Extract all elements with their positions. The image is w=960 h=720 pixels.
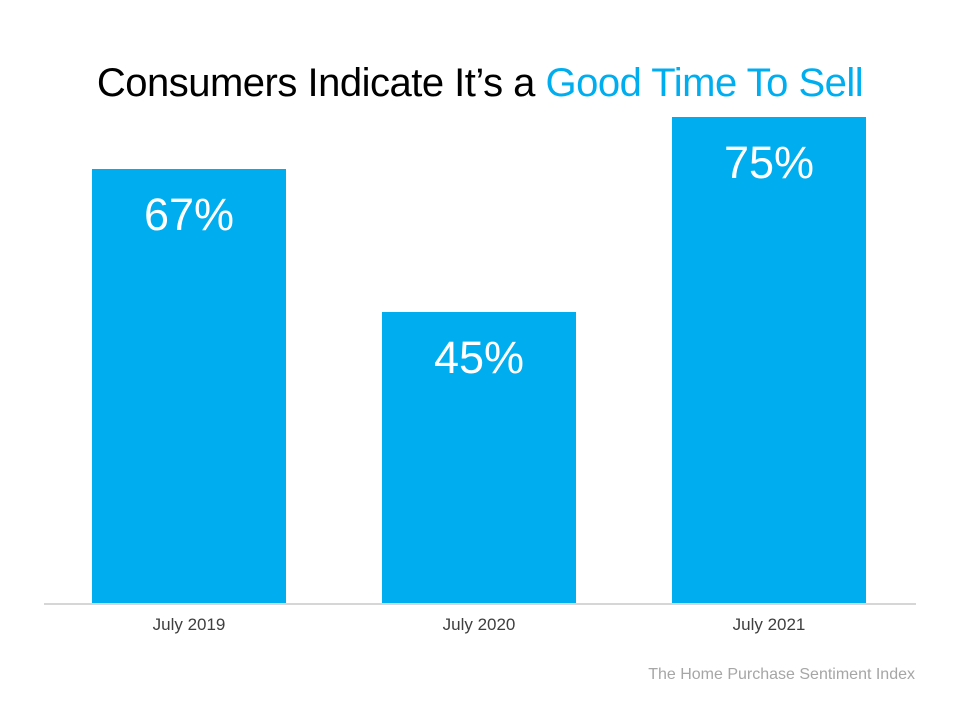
bar-july-2021: 75% (672, 117, 866, 603)
x-axis-tick-label: July 2019 (152, 615, 226, 634)
bar-july-2019: 67% (92, 169, 286, 603)
chart-title-blue-part: Good Time To Sell (545, 60, 864, 105)
chart-title: Consumers Indicate It’s a Good Time To S… (0, 61, 960, 106)
bar-value-label: 75% (723, 137, 815, 188)
chart-title-black-part: Consumers Indicate It’s a (96, 60, 546, 105)
x-axis-tick-label: July 2020 (442, 615, 516, 634)
x-axis-tick-label: July 2021 (732, 615, 806, 634)
x-axis-line (44, 603, 916, 605)
source-note: The Home Purchase Sentiment Index (648, 666, 915, 683)
bar-value-label: 67% (143, 189, 235, 240)
bar-value-label: 45% (433, 332, 525, 383)
bar-july-2020: 45% (382, 312, 576, 603)
